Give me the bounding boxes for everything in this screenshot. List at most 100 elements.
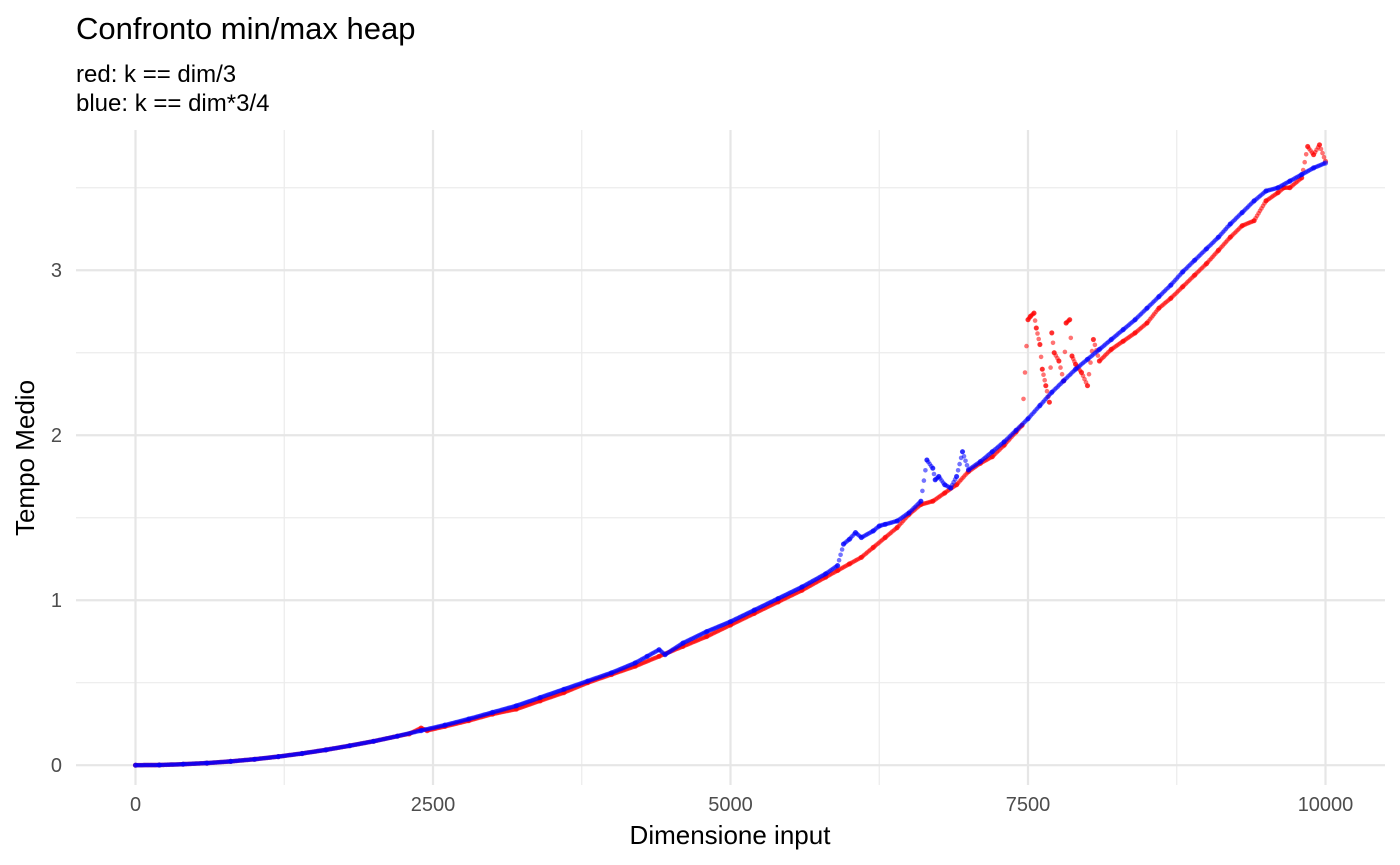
data-point <box>489 709 496 716</box>
data-point <box>299 750 305 757</box>
data-point <box>1044 388 1050 394</box>
data-point <box>838 552 843 558</box>
data-point <box>1203 261 1210 267</box>
data-point <box>1120 338 1126 344</box>
data-point <box>1321 154 1327 160</box>
x-axis-ticks: 0 2500 5000 7500 10000 <box>130 794 1353 816</box>
data-point <box>948 485 954 491</box>
data-point <box>1084 383 1091 389</box>
data-point <box>1056 358 1062 364</box>
data-point <box>1051 350 1057 356</box>
data-point <box>1287 178 1293 184</box>
data-point <box>957 461 962 467</box>
data-point <box>1275 185 1281 191</box>
data-point <box>989 449 995 455</box>
data-point <box>823 571 829 577</box>
data-point <box>1168 295 1174 301</box>
y-tick-label: 0 <box>51 755 62 777</box>
data-point <box>1322 160 1329 166</box>
data-point <box>1050 340 1056 346</box>
data-point <box>1039 366 1045 372</box>
data-point <box>1049 389 1055 395</box>
data-point <box>921 478 927 483</box>
data-point <box>932 477 938 483</box>
data-point <box>924 457 930 463</box>
data-point <box>704 629 710 635</box>
data-point <box>882 521 888 527</box>
data-point <box>323 747 329 753</box>
data-point <box>1302 159 1307 165</box>
x-tick-label: 10000 <box>1298 794 1354 816</box>
data-point <box>704 633 710 640</box>
data-point <box>923 468 928 473</box>
data-point <box>347 743 353 749</box>
data-point <box>954 473 960 480</box>
data-point <box>1305 143 1311 150</box>
data-point <box>1059 371 1065 377</box>
data-point <box>561 686 567 692</box>
data-point <box>1318 146 1324 152</box>
data-point <box>1299 171 1305 178</box>
y-tick-label: 1 <box>51 590 62 612</box>
data-point <box>852 530 859 536</box>
data-point <box>1037 341 1043 348</box>
y-axis-ticks: 0 1 2 3 <box>51 260 62 777</box>
data-point <box>955 468 961 473</box>
data-point <box>1144 305 1150 311</box>
data-point <box>1275 190 1281 196</box>
data-point <box>858 554 865 560</box>
data-point <box>1084 356 1091 362</box>
data-point <box>1108 336 1114 343</box>
data-point <box>846 561 853 567</box>
data-point <box>931 471 937 477</box>
data-point <box>920 488 925 494</box>
data-point <box>870 528 876 534</box>
data-point <box>1063 320 1069 326</box>
data-point <box>846 536 853 542</box>
data-point <box>680 640 686 646</box>
data-point <box>1062 349 1068 355</box>
data-point <box>870 544 876 551</box>
chart-title: Confronto min/max heap <box>76 11 416 46</box>
data-point <box>656 647 662 653</box>
data-point <box>662 652 668 658</box>
data-point <box>775 596 781 602</box>
data-point <box>1021 396 1026 402</box>
data-point <box>1192 257 1198 263</box>
data-point <box>251 756 258 762</box>
data-point <box>228 758 234 765</box>
x-axis-title: Dimensione input <box>630 820 832 850</box>
data-point <box>275 754 281 760</box>
data-point <box>942 490 948 496</box>
data-point <box>1024 343 1029 349</box>
data-point <box>644 653 650 659</box>
data-point <box>1090 336 1096 343</box>
data-point <box>1067 317 1073 323</box>
data-point <box>1108 346 1114 352</box>
data-point <box>585 678 591 684</box>
data-point <box>1227 221 1233 227</box>
data-point <box>882 534 888 541</box>
data-point <box>963 458 968 464</box>
y-axis-title: Tempo Medio <box>10 380 40 536</box>
data-point <box>930 498 936 504</box>
data-point <box>1168 282 1174 288</box>
x-tick-label: 5000 <box>708 794 753 816</box>
data-point <box>1043 383 1049 389</box>
x-tick-label: 2500 <box>411 794 456 816</box>
data-point <box>977 459 984 465</box>
data-point <box>132 762 139 768</box>
data-point <box>370 738 377 744</box>
data-point <box>418 728 424 734</box>
data-point <box>930 465 936 471</box>
data-point <box>1251 218 1257 224</box>
data-point <box>1041 372 1046 378</box>
data-point <box>1078 369 1085 376</box>
data-point <box>1096 346 1102 352</box>
data-point <box>1227 234 1233 240</box>
data-point <box>1048 365 1053 370</box>
x-tick-label: 0 <box>130 794 141 816</box>
data-point <box>656 653 662 659</box>
data-point <box>513 703 519 709</box>
